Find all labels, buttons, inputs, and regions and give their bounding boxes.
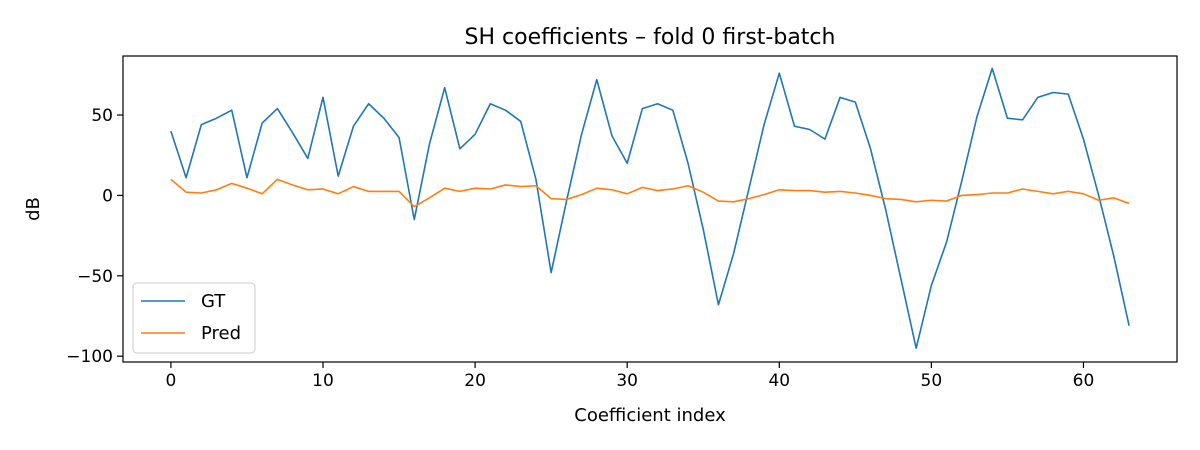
- x-axis-label: Coefficient index: [574, 405, 726, 426]
- x-tick-label: 30: [616, 371, 638, 391]
- x-tick-label: 60: [1073, 371, 1095, 391]
- y-tick-label: 50: [91, 106, 113, 126]
- y-axis-ticks: −100 −50 0 50: [66, 106, 123, 367]
- legend: GT Pred: [132, 282, 256, 354]
- legend-label-pred: Pred: [201, 323, 241, 344]
- series-layer: [170, 67, 1130, 349]
- series-line-gt: [170, 67, 1130, 349]
- y-axis-label: dB: [23, 197, 44, 221]
- y-tick-label: −50: [77, 267, 113, 287]
- x-axis-ticks: 0 10 20 30 40 50 60: [165, 362, 1094, 391]
- axes-frame: [122, 55, 1178, 363]
- y-tick-label: 0: [102, 186, 113, 206]
- x-tick-label: 20: [464, 371, 486, 391]
- x-tick-label: 10: [312, 371, 334, 391]
- x-tick-label: 0: [165, 371, 176, 391]
- series-line-pred: [170, 178, 1130, 208]
- chart-title: SH coefficients – fold 0 first-batch: [465, 25, 836, 50]
- x-tick-label: 50: [921, 371, 943, 391]
- axes-background: [123, 56, 1177, 362]
- y-tick-label: −100: [66, 347, 113, 367]
- legend-label-gt: GT: [201, 291, 226, 312]
- plot-area: [122, 55, 1178, 363]
- x-tick-label: 40: [768, 371, 790, 391]
